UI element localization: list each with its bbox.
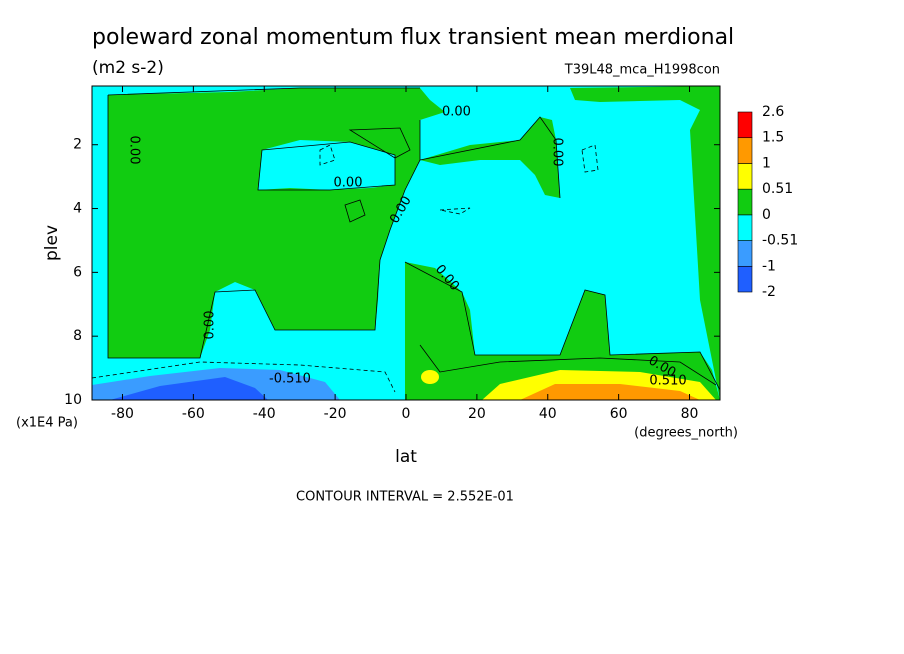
region — [258, 140, 395, 190]
colorbar-box — [737, 111, 753, 139]
colorbar-label: -1 — [762, 258, 776, 274]
colorbar-box — [737, 163, 753, 190]
colorbar-label: 2.6 — [762, 104, 784, 120]
contour-interval: CONTOUR INTERVAL = 2.552E-01 — [296, 490, 514, 505]
colorbar-label: 0 — [762, 207, 771, 223]
region — [570, 86, 720, 400]
colorbar-box — [737, 214, 753, 241]
colorbar-label: 1 — [762, 155, 771, 171]
colorbar-label: -0.51 — [762, 233, 798, 249]
y-tick-label: 2 — [73, 137, 82, 153]
x-tick-label: -40 — [253, 406, 276, 422]
contour-label: 0.510 — [649, 374, 686, 389]
colorbar-label: 0.51 — [762, 181, 793, 197]
x-tick-label: -20 — [324, 406, 347, 422]
subtitle: (m2 s-2) — [92, 58, 164, 78]
contour-field — [92, 86, 720, 400]
x-tick-label: 60 — [610, 406, 628, 422]
colorbar-box — [737, 240, 753, 267]
region — [420, 117, 560, 198]
colorbar-box — [737, 137, 753, 164]
x-tick-label: 20 — [468, 406, 486, 422]
contour-label: 0.00 — [203, 311, 218, 340]
x-tick-label: 80 — [681, 406, 699, 422]
contour-label: -0.510 — [269, 372, 311, 387]
x-tick-label: -60 — [182, 406, 205, 422]
y-axis-label: plev — [42, 225, 62, 261]
contour-label: 0.00 — [442, 105, 471, 120]
x-axis-label: lat — [395, 447, 417, 467]
colorbar-box — [737, 265, 753, 293]
colorbar-box — [737, 188, 753, 216]
x-tick-label: 0 — [402, 406, 411, 422]
chart-title: poleward zonal momentum flux transient m… — [92, 25, 734, 50]
contour-lines — [92, 87, 720, 393]
colorbar-label: -2 — [762, 284, 776, 300]
y-tick-label: 6 — [73, 264, 82, 280]
colorbar-label: 1.5 — [762, 130, 784, 146]
region — [421, 370, 439, 384]
y-tick-label: 8 — [73, 328, 82, 344]
contour-label: 0.00 — [127, 136, 142, 165]
x-tick-label: -80 — [111, 406, 134, 422]
y-units: (x1E4 Pa) — [16, 416, 78, 431]
y-tick-label: 10 — [64, 392, 82, 408]
contour-label: 0.00 — [334, 176, 363, 191]
region — [520, 384, 700, 400]
contour-label: 0.00 — [550, 138, 565, 167]
region — [110, 377, 268, 400]
x-tick-label: 40 — [539, 406, 557, 422]
region — [405, 262, 720, 400]
dataset-label: T39L48_mca_H1998con — [564, 63, 720, 78]
y-tick-label: 4 — [73, 201, 82, 217]
x-units: (degrees_north) — [634, 426, 738, 441]
